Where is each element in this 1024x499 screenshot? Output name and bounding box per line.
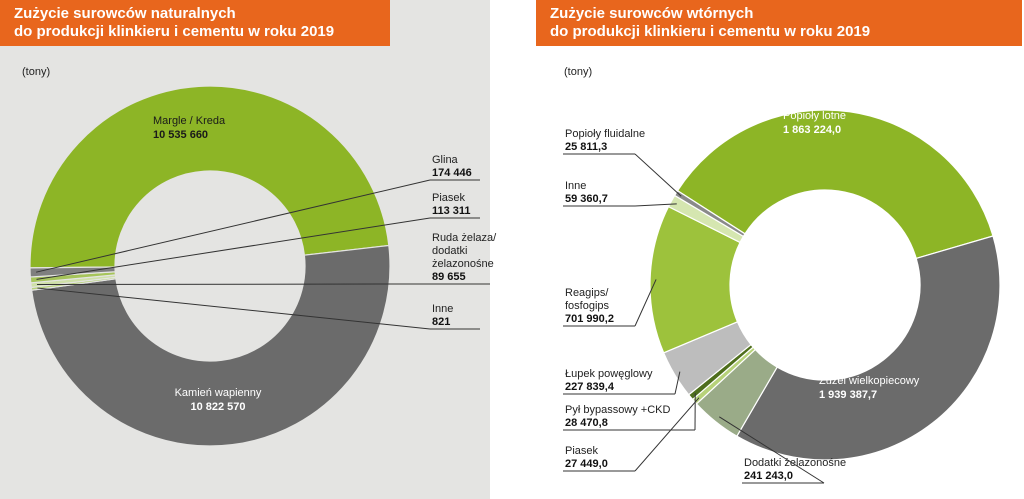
slice-name-ruda-zelaza-dodatki-zelazonosne: żelazonośne	[432, 258, 494, 270]
chart-title-banner: Zużycie surowców wtórnych do produkcji k…	[536, 0, 1022, 46]
donut-slice-popioly-fluidalne	[673, 189, 746, 238]
donut-hole	[115, 171, 305, 361]
donut-slice-margle-kreda	[29, 85, 390, 269]
donut-slice-popioly-lotne	[676, 109, 994, 260]
slice-name-popioly-fluidalne: Popioły fluidalne	[565, 128, 645, 140]
secondary-materials-donut-chart: Popioły lotne 1 863 224,0 Żużel wielkopiec…	[563, 109, 1001, 484]
slice-name-inne: Inne	[432, 303, 453, 315]
slice-name-popioly-lotne: Popioły lotne	[783, 110, 846, 122]
natural-materials-panel: Zużycie surowców naturalnych do produkcj…	[0, 0, 497, 499]
donut-slice-kamien-wapienny	[30, 244, 391, 447]
slice-name-zuzel-wielkopiecowy: Żużel wielkopiecowy	[819, 374, 920, 387]
slice-value-reagips-fosfogips: 701 990,2	[565, 313, 614, 325]
slice-name-kamien-wapienny: Kamień wapienny	[175, 387, 262, 399]
slice-value-lupek-poweglowy: 227 839,4	[565, 381, 615, 393]
slice-value-inne: 821	[432, 316, 450, 328]
slice-name-piasek: Piasek	[432, 192, 466, 204]
slice-value-kamien-wapienny: 10 822 570	[190, 401, 245, 413]
slice-value-dodatki-zelazonosne: 241 243,0	[744, 470, 793, 482]
slice-value-zuzel-wielkopiecowy: 1 939 387,7	[819, 389, 877, 401]
slice-name-margle-kreda: Margle / Kreda	[153, 115, 226, 127]
slice-name-ruda-zelaza-dodatki-zelazonosne: dodatki	[432, 245, 467, 257]
leader-line-inne	[37, 287, 431, 330]
leader-line-piasek	[634, 397, 700, 472]
slice-value-piasek: 27 449,0	[565, 458, 608, 470]
leader-line-lupek-poweglowy	[674, 371, 681, 395]
slice-value-ruda-zelaza-dodatki-zelazonosne: 89 655	[432, 271, 466, 283]
donut-slice-zuzel-wielkopiecowy	[736, 235, 1001, 461]
slice-name-dodatki-zelazonosne: Dodatki żelazonośne	[744, 457, 846, 469]
slice-value-glina: 174 446	[432, 167, 472, 179]
slice-value-popioly-lotne: 1 863 224,0	[783, 124, 841, 136]
leader-line-glina	[35, 179, 431, 273]
leader-line-reagips-fosfogips	[634, 279, 657, 327]
chart-title-line-2: do produkcji klinkieru i cementu w roku …	[14, 23, 335, 40]
leader-line-piasek	[36, 217, 431, 280]
leader-line-popioly-fluidalne	[634, 153, 682, 197]
chart-title-line-2: do produkcji klinkieru i cementu w roku …	[550, 23, 871, 40]
chart-title-line-1: Zużycie surowców wtórnych	[550, 5, 754, 22]
secondary-materials-panel: Zużycie surowców wtórnych do produkcji k…	[536, 0, 1024, 499]
slice-name-reagips-fosfogips: Reagips/	[565, 287, 609, 299]
slice-name-inne: Inne	[565, 180, 586, 192]
slice-name-ruda-zelaza-dodatki-zelazonosne: Ruda żelaza/	[432, 232, 497, 244]
unit-label: (tony)	[22, 66, 51, 78]
leader-line-dodatki-zelazonosne	[718, 416, 825, 484]
slice-name-pyl-bypassowy-ckd: Pył bypassowy +CKD	[565, 404, 671, 416]
slice-name-piasek: Piasek	[565, 445, 599, 457]
slice-name-glina: Glina	[432, 154, 459, 166]
leader-line-inne	[634, 203, 677, 207]
slice-name-lupek-poweglowy: Łupek powęglowy	[565, 368, 653, 380]
slice-value-margle-kreda: 10 535 660	[153, 129, 208, 141]
natural-materials-donut-chart: Margle / Kreda 10 535 660 Kamień wapienny 1…	[29, 85, 497, 447]
slice-value-popioly-fluidalne: 25 811,3	[565, 141, 607, 153]
unit-label: (tony)	[564, 66, 593, 78]
donut-hole	[730, 190, 920, 380]
chart-title-line-1: Zużycie surowców naturalnych	[14, 5, 236, 22]
slice-value-piasek: 113 311	[432, 205, 471, 217]
slice-value-pyl-bypassowy-ckd: 28 470,8	[565, 417, 608, 429]
slice-value-inne: 59 360,7	[565, 193, 608, 205]
chart-title-banner: Zużycie surowców naturalnych do produkcj…	[0, 0, 390, 46]
slice-name-reagips-fosfogips: fosfogips	[565, 300, 610, 312]
